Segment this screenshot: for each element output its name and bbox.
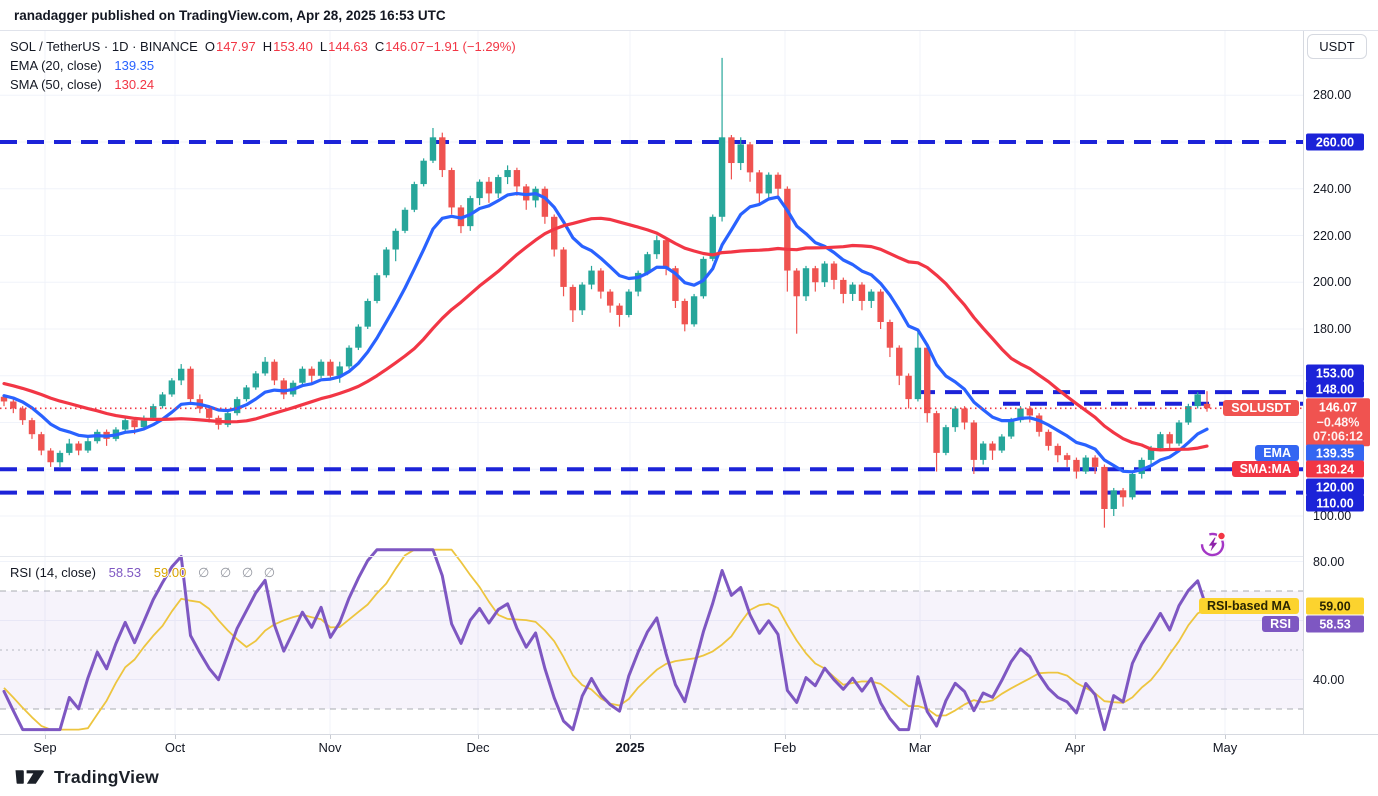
time-label: Feb [773, 739, 797, 755]
rsi-ma-value: 59.00 [153, 565, 187, 580]
price-tick: 200.00 [1313, 275, 1352, 290]
publish-header: ranadagger published on TradingView.com,… [14, 0, 446, 30]
symbol-legend-row: SOL / TetherUS · 1D · BINANCE O147.97 H153… [10, 37, 516, 56]
price-tick: 240.00 [1313, 181, 1352, 196]
chart-canvas[interactable] [0, 31, 1303, 734]
tradingview-wordmark: TradingView [54, 766, 159, 787]
time-tick [1075, 735, 1076, 739]
ema-legend-row: EMA (20, close) 139.35 [10, 56, 516, 75]
axis-badge-level: 148.00 [1306, 380, 1364, 398]
rsi-legend: RSI (14, close) 58.53 59.00 ∅ ∅ ∅ ∅ [10, 563, 275, 582]
time-label: Oct [164, 739, 186, 755]
time-scale[interactable]: Sep Oct Nov Dec 2025 Feb Mar Apr May [0, 734, 1378, 760]
axis-badge-level: 120.00 [1306, 478, 1364, 496]
line-label-solusdt: SOLUSDT [1223, 400, 1299, 416]
time-label: Mar [908, 739, 932, 755]
time-label: Apr [1064, 739, 1086, 755]
price-scale[interactable]: USDT 280.00 240.00 220.00 200.00 180.00 100.0… [1303, 31, 1378, 734]
rsi-tick: 80.00 [1313, 554, 1345, 569]
time-label: May [1212, 739, 1238, 755]
time-label: Sep [33, 739, 57, 755]
axis-badge-level: 110.00 [1306, 494, 1364, 512]
main-legend: SOL / TetherUS · 1D · BINANCE O147.97 H153… [10, 37, 516, 94]
ohlc-key: H [262, 39, 273, 54]
ohlc-values: O147.97 H153.40 L144.63 C146.07 [198, 39, 425, 54]
symbol-title: SOL / TetherUS · 1D · BINANCE [10, 39, 198, 54]
ohlc-key: L [319, 39, 328, 54]
time-label: Nov [318, 739, 342, 755]
price-tick: 180.00 [1313, 322, 1352, 336]
tradingview-logo[interactable]: TradingView [14, 767, 159, 788]
line-label-rsima: RSI-based MA [1198, 598, 1299, 614]
ema-label: EMA (20, close) [10, 58, 102, 73]
ohlc-value: 147.97 [215, 39, 256, 54]
tradingview-logo-icon [15, 770, 44, 784]
ohlc-key: C [374, 39, 385, 54]
boost-button[interactable] [1199, 530, 1227, 558]
price-tick: 220.00 [1313, 228, 1352, 243]
time-tick [785, 735, 786, 739]
pane-separator[interactable] [0, 556, 1378, 557]
time-tick [330, 735, 331, 739]
publish-header-text: ranadagger published on TradingView.com,… [14, 7, 446, 23]
time-label: 2025 [615, 739, 645, 755]
axis-badge-sma: 130.24 [1306, 460, 1364, 478]
time-tick [920, 735, 921, 739]
sma-legend-row: SMA (50, close) 130.24 [10, 75, 516, 94]
time-label: Dec [466, 739, 490, 755]
change-value: −1.91 (−1.29%) [426, 39, 516, 54]
axis-badge-solusdt: 146.07 −0.48% 07:06:12 [1306, 398, 1370, 446]
footer: TradingView [0, 758, 1378, 796]
ema-value: 139.35 [114, 58, 155, 73]
time-tick [45, 735, 46, 739]
axis-badge-ema: 139.35 [1306, 444, 1364, 462]
ohlc-value: 146.07 [385, 39, 426, 54]
rsi-legend-row: RSI (14, close) 58.53 59.00 ∅ ∅ ∅ ∅ [10, 563, 275, 582]
axis-badge-rsi: 58.53 [1306, 615, 1364, 633]
currency-toggle-button[interactable]: USDT [1307, 34, 1367, 59]
time-tick [630, 735, 631, 739]
time-tick [478, 735, 479, 739]
rsi-label: RSI (14, close) [10, 565, 96, 580]
ohlc-key: O [204, 39, 215, 54]
ohlc-value: 153.40 [273, 39, 313, 54]
sma-label: SMA (50, close) [10, 77, 102, 92]
axis-badge-level: 153.00 [1306, 364, 1364, 382]
price-tick: 100.00 [1313, 509, 1352, 523]
axis-badge-level: 260.00 [1306, 133, 1364, 151]
line-label-ema: EMA [1255, 445, 1299, 461]
rsi-value: 58.53 [108, 565, 142, 580]
boost-flash-icon [1200, 531, 1227, 557]
axis-badge-rsima: 59.00 [1306, 597, 1364, 615]
ohlc-value: 144.63 [328, 39, 368, 54]
line-label-rsi: RSI [1262, 616, 1299, 632]
sma-value: 130.24 [114, 77, 155, 92]
price-tick: 280.00 [1313, 88, 1352, 103]
rsi-tick: 40.00 [1313, 672, 1345, 687]
time-tick [1225, 735, 1226, 739]
rsi-empty-inputs: ∅ ∅ ∅ ∅ [197, 565, 276, 580]
chart-frame: SOL / TetherUS · 1D · BINANCE O147.97 H153… [0, 30, 1378, 760]
time-tick [175, 735, 176, 739]
line-label-sma: SMA:MA [1231, 461, 1299, 477]
